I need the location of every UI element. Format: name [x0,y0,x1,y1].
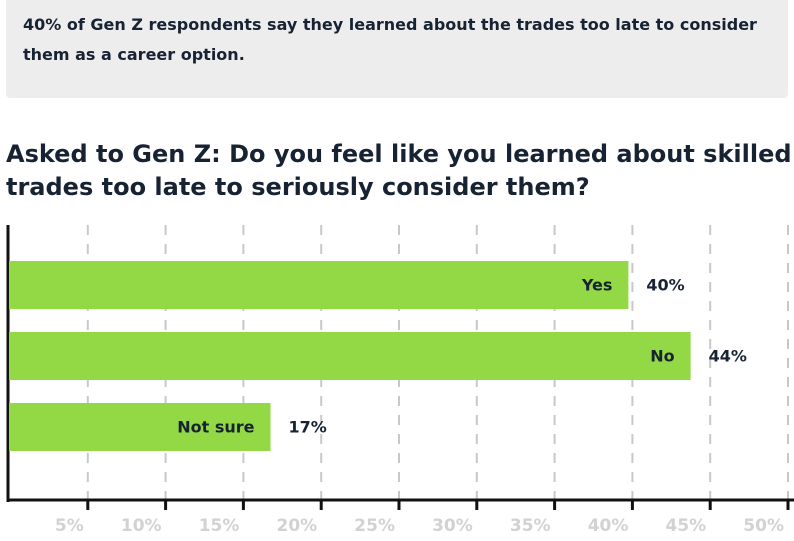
x-tick-label: 20% [276,516,317,536]
x-tick-label: 10% [121,516,162,536]
value-label: 40% [646,276,684,295]
x-tick-label: 15% [199,516,240,536]
callout: 40% of Gen Z respondents say they learne… [6,0,788,98]
x-tick-label: 45% [665,516,706,536]
x-tick-label: 30% [432,516,473,536]
value-label: 17% [289,418,327,437]
category-label: Not sure [177,418,254,437]
bar [9,261,629,309]
x-tick-label: 50% [743,516,784,536]
bar [9,332,691,380]
x-tick-label: 25% [354,516,395,536]
category-label: Yes [581,276,613,295]
x-tick-label: 5% [55,516,84,536]
category-label: No [650,347,674,366]
chart-title: Asked to Gen Z: Do you feel like you lea… [6,140,792,201]
bar [9,403,271,451]
x-tick-label: 40% [588,516,629,536]
value-label: 44% [709,347,747,366]
x-tick-label: 35% [510,516,551,536]
